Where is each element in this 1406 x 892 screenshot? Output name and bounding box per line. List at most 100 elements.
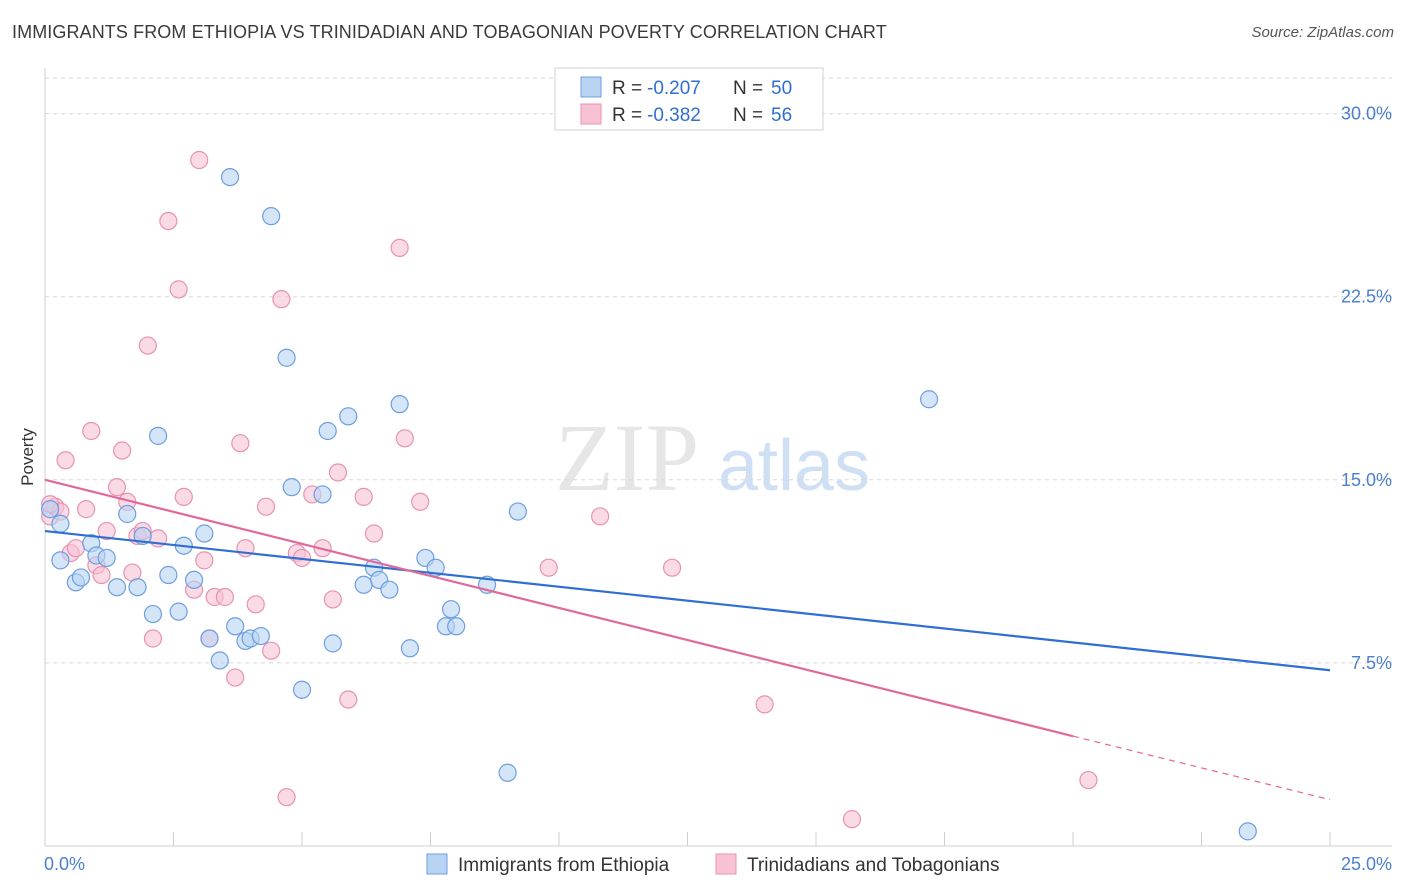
stats-r-value-1: -0.207 — [647, 78, 701, 99]
y-tick-label: 30.0% — [1341, 104, 1392, 124]
grid-lines — [45, 77, 1392, 664]
ethiopia-point — [148, 426, 168, 445]
series-ethiopia-points — [41, 167, 1257, 841]
ethiopia-point — [97, 548, 116, 568]
ethiopia-point — [169, 602, 188, 621]
trinidadians-point — [195, 551, 214, 570]
ethiopia-point — [390, 395, 409, 414]
trinidadians-trend-line — [44, 478, 1074, 738]
trinidadians-point — [755, 695, 774, 714]
trinidadians-point — [82, 421, 101, 441]
trinidadians-point — [262, 641, 281, 660]
legend-swatch-ethiopia — [426, 853, 448, 875]
ethiopia-point — [400, 639, 420, 658]
stats-legend-swatch-blue — [580, 76, 602, 98]
stats-r-value-2: -0.382 — [647, 105, 701, 126]
ethiopia-point — [441, 600, 461, 619]
y-tick-label: 22.5% — [1341, 287, 1392, 307]
chart-title: IMMIGRANTS FROM ETHIOPIA VS TRINIDADIAN … — [12, 22, 887, 42]
series-legend: Immigrants from Ethiopia Trinidadians an… — [426, 853, 999, 876]
trinidadians-point — [272, 290, 291, 309]
stats-r-label-2: R = — [612, 105, 642, 126]
stats-r-label-1: R = — [612, 78, 642, 99]
ethiopia-point — [71, 568, 91, 587]
ethiopia-point — [282, 478, 301, 497]
ethiopia-point — [508, 502, 527, 521]
y-axis-title: Poverty — [18, 428, 37, 486]
trinidadians-point — [246, 595, 265, 614]
trinidadians-point — [277, 788, 296, 807]
legend-label-ethiopia: Immigrants from Ethiopia — [458, 855, 670, 876]
stats-n-label-2: N = — [733, 105, 763, 126]
ethiopia-trend-line — [44, 529, 1331, 672]
ethiopia-point — [313, 485, 332, 504]
ethiopia-point — [919, 390, 939, 409]
trinidadians-point — [66, 539, 85, 558]
trinidadians-point — [256, 497, 276, 516]
trinidadians-point — [169, 280, 188, 299]
ethiopia-point — [323, 634, 342, 653]
stats-n-value-1: 50 — [771, 78, 792, 99]
ethiopia-point — [107, 578, 127, 597]
ethiopia-point — [159, 565, 178, 585]
x-tick-label: 0.0% — [44, 854, 85, 874]
ethiopia-point — [292, 680, 312, 699]
trinidadians-point — [1079, 770, 1098, 790]
ethiopia-point — [118, 504, 137, 524]
legend-label-trinidadians: Trinidadians and Tobagonians — [747, 855, 999, 876]
ethiopia-point — [277, 348, 296, 367]
trinidadians-point — [591, 507, 610, 526]
trend-lines — [44, 478, 1331, 801]
ethiopia-point — [318, 421, 337, 441]
tick-labels: 7.5% 15.0% 22.5% 30.0% 0.0% 25.0% — [44, 104, 1392, 874]
trinidadians-point — [323, 590, 342, 609]
ethiopia-point — [51, 514, 70, 533]
trinidadians-point — [328, 463, 348, 482]
ethiopia-point — [128, 578, 147, 597]
trinidadians-point — [56, 451, 75, 470]
ethiopia-point — [41, 500, 60, 519]
ethiopia-point — [251, 626, 270, 646]
stats-legend: R = -0.207 N = 50 R = -0.382 N = 56 — [554, 67, 824, 131]
ethiopia-point — [220, 167, 240, 187]
trinidadians-point — [174, 487, 193, 506]
y-tick-label: 7.5% — [1351, 653, 1392, 673]
trinidadians-point — [107, 478, 127, 497]
ethiopia-point — [226, 617, 245, 636]
ethiopia-point — [210, 651, 229, 670]
ethiopia-point — [354, 575, 373, 594]
trinidadians-point — [138, 336, 157, 355]
trinidadians-point — [231, 434, 250, 453]
legend-swatch-trinidadians — [715, 853, 737, 875]
stats-n-label-1: N = — [733, 78, 763, 99]
ethiopia-point — [143, 604, 163, 624]
stats-legend-swatch-pink — [580, 103, 602, 125]
x-tick-label: 25.0% — [1341, 854, 1392, 874]
trinidadians-point — [97, 521, 116, 541]
trinidadians-point — [226, 668, 245, 687]
trinidadians-point — [395, 429, 414, 448]
stats-n-value-2: 56 — [771, 105, 792, 126]
trinidadians-point — [339, 690, 358, 709]
trinidadians-point — [662, 558, 682, 577]
ethiopia-point — [447, 617, 466, 636]
ethiopia-point — [498, 763, 517, 782]
ethiopia-point — [195, 524, 214, 543]
trinidadians-point — [190, 150, 209, 170]
source-label: Source: ZipAtlas.com — [1251, 24, 1394, 41]
trinidadians-trend-extension — [1072, 735, 1331, 801]
trinidadians-point — [92, 565, 111, 585]
ethiopia-point — [51, 551, 70, 570]
trinidadians-point — [390, 238, 409, 257]
watermark-atlas: atlas — [718, 426, 870, 506]
trinidadians-point — [842, 810, 862, 829]
trinidadians-point — [77, 500, 96, 519]
axes — [44, 68, 1392, 847]
ethiopia-point — [380, 580, 399, 599]
trinidadians-point — [215, 587, 234, 607]
ethiopia-point — [200, 629, 219, 648]
ethiopia-point — [339, 407, 358, 426]
watermark-zip: ZIP — [555, 404, 699, 511]
trinidadians-point — [354, 487, 373, 506]
